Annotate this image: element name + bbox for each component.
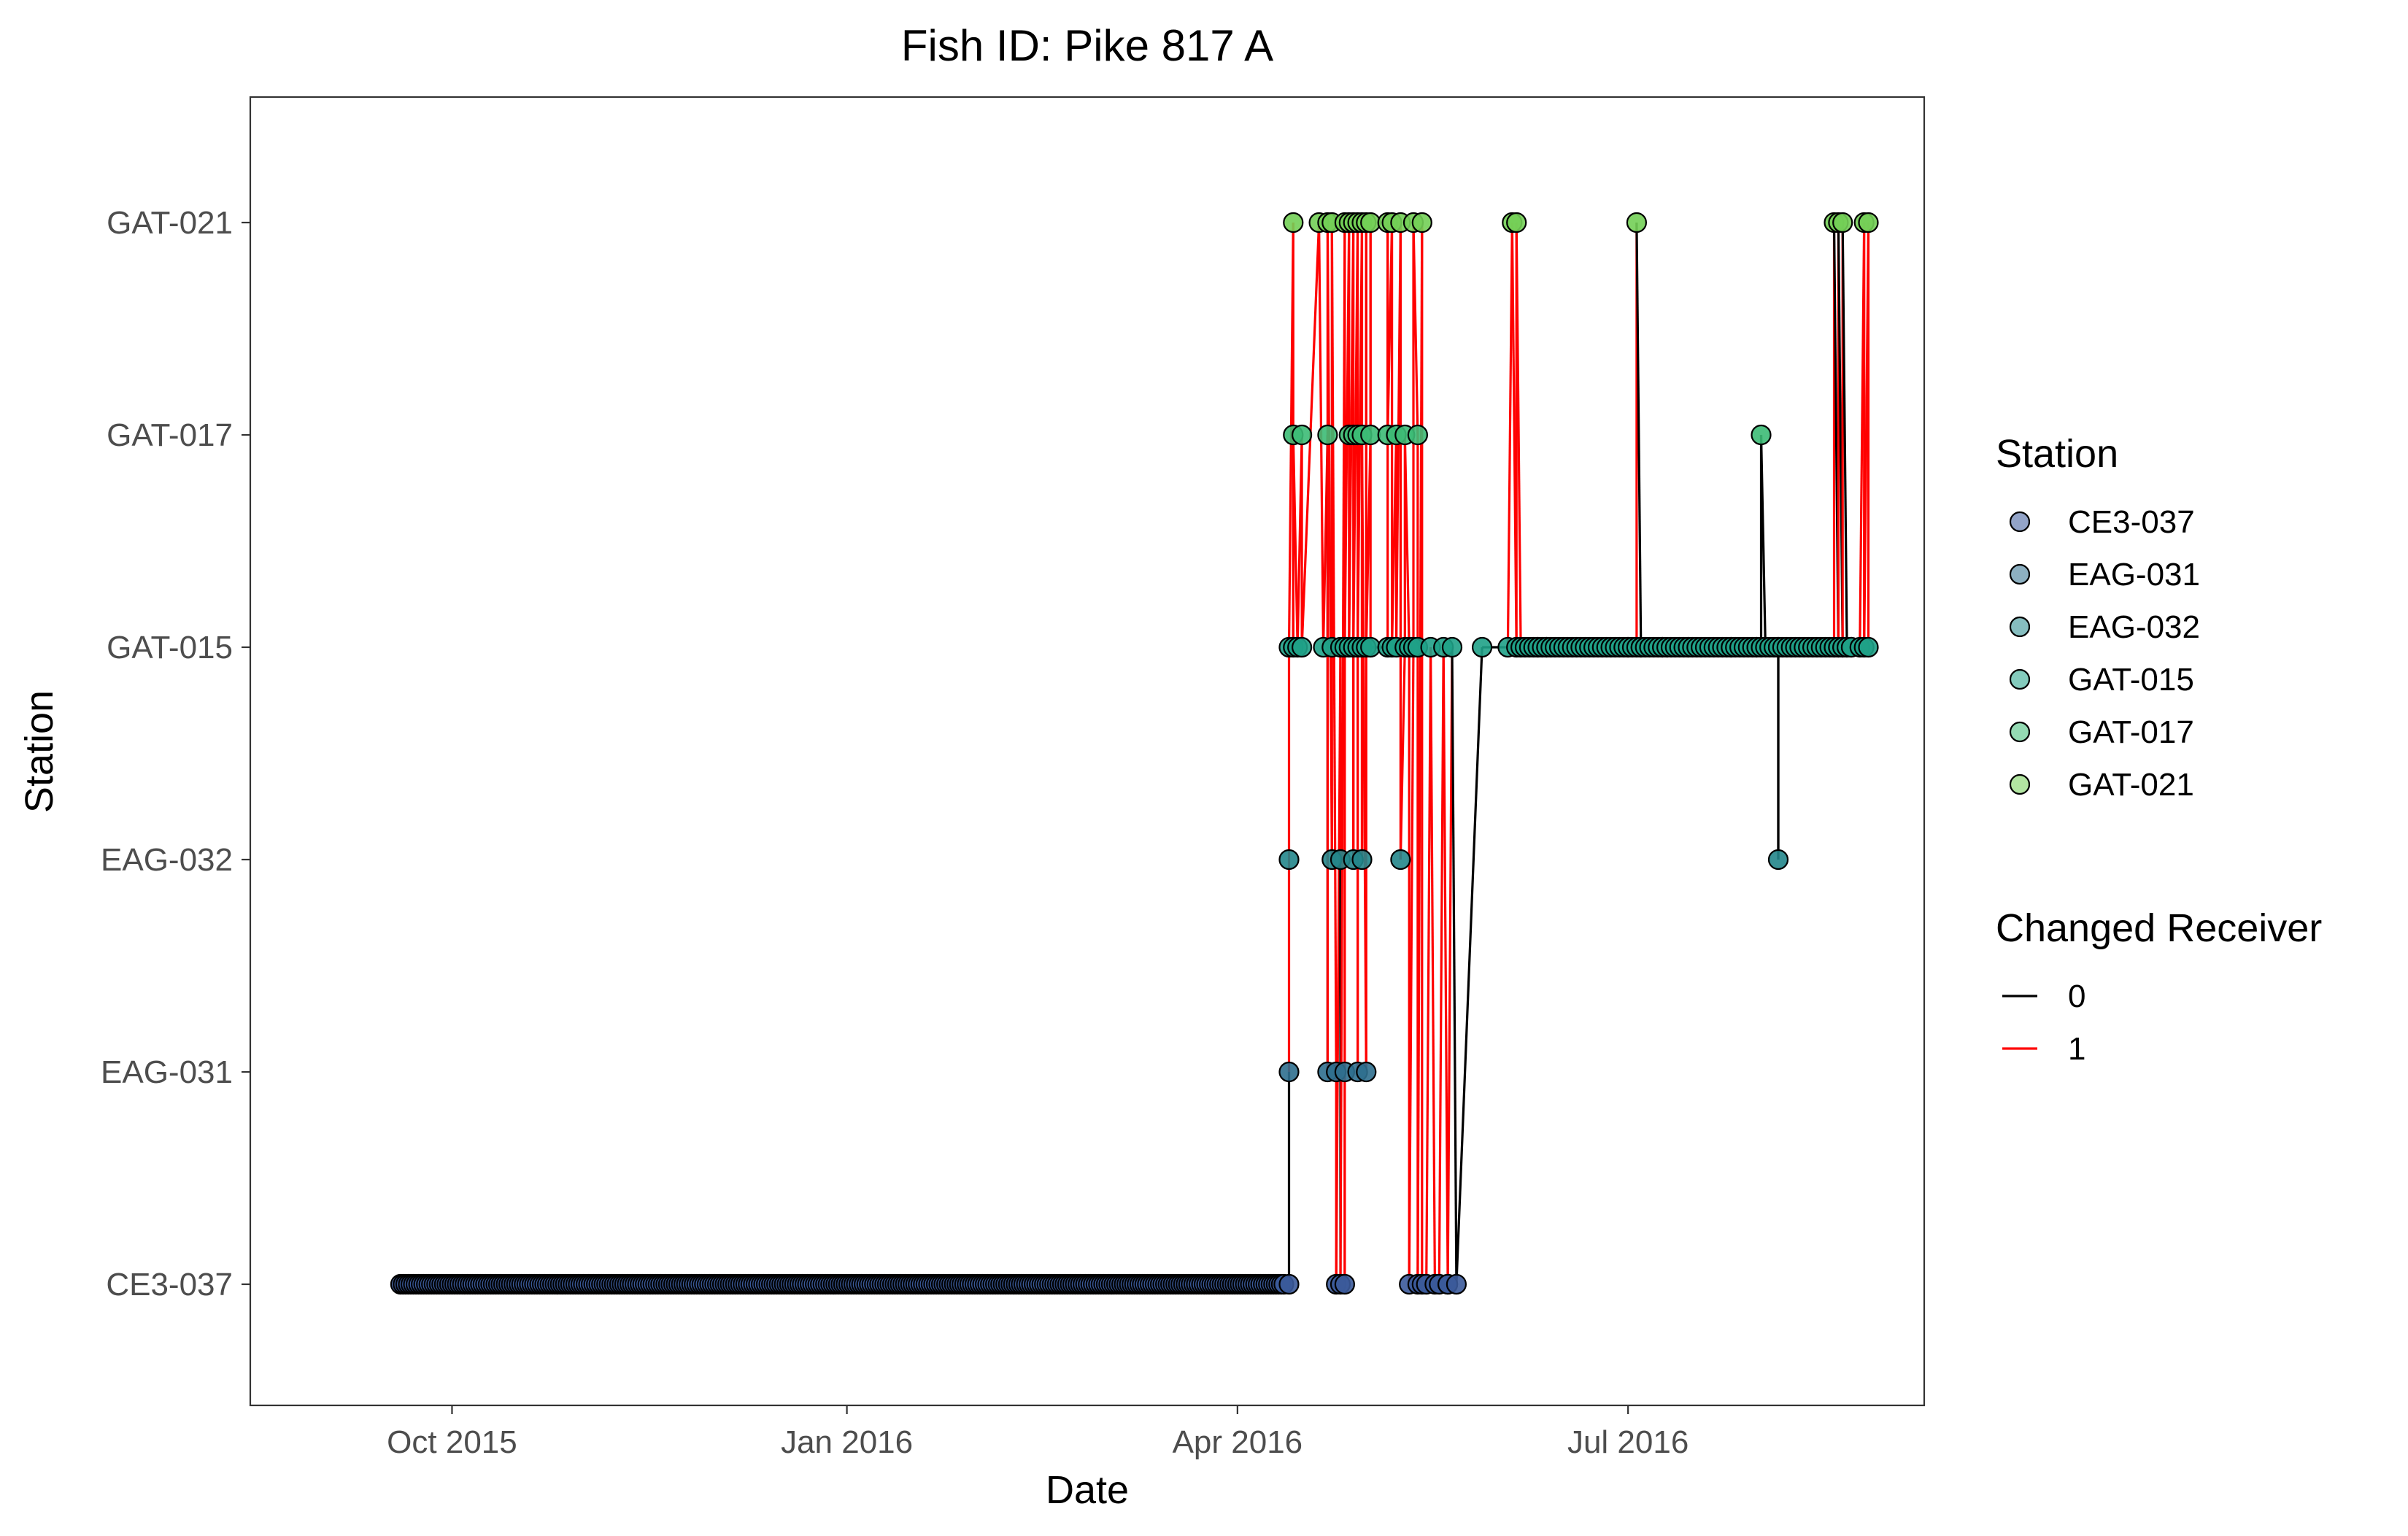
legend-station-label: CE3-037	[2068, 504, 2195, 540]
detection-point	[1291, 636, 1313, 658]
legend-changed-label: 0	[2068, 979, 2085, 1014]
legend-changed-label: 1	[2068, 1031, 2085, 1067]
detection-point	[1278, 849, 1300, 871]
legend-station-key	[2009, 616, 2031, 638]
legend-station-label: GAT-017	[2068, 714, 2194, 750]
path-segment	[1515, 222, 1522, 648]
legend-changed-title: Changed Receiver	[1996, 906, 2322, 950]
detection-point	[1858, 636, 1879, 658]
x-tick-label: Jul 2016	[1567, 1424, 1689, 1460]
legend: Station Changed Receiver CE3-037 EAG-031 E…	[1996, 432, 2322, 1067]
path-segment	[1403, 434, 1411, 648]
legend-station-label: GAT-015	[2068, 662, 2194, 698]
legend-station-label: GAT-021	[2068, 767, 2194, 803]
path-segment	[1759, 434, 1767, 648]
legend-station-key	[2009, 773, 2031, 795]
y-tick-label: EAG-032	[101, 842, 233, 878]
detection-point	[1411, 212, 1432, 234]
legend-station-title: Station	[1996, 432, 2118, 476]
detection-point	[1283, 212, 1304, 234]
path-segment	[1292, 434, 1299, 648]
x-tick-label: Apr 2016	[1173, 1424, 1303, 1460]
path-segment	[1451, 647, 1458, 1285]
y-axis-title: Station	[18, 690, 61, 813]
plot-panel-border	[249, 96, 1926, 1407]
detection-point	[1506, 212, 1527, 234]
path-segment	[1635, 222, 1643, 648]
legend-station-key	[2009, 511, 2031, 533]
x-tick-label: Oct 2015	[387, 1424, 517, 1460]
detection-point	[1767, 849, 1789, 871]
x-axis-title: Date	[1046, 1468, 1129, 1512]
y-tick-label: CE3-037	[106, 1267, 233, 1302]
y-tick-label: GAT-017	[107, 417, 233, 453]
legend-station-key	[2009, 721, 2031, 743]
path-segment	[1446, 647, 1454, 1285]
path-segment	[1399, 647, 1406, 860]
path-segment	[1455, 647, 1483, 1285]
path-segment	[1506, 222, 1513, 648]
detection-point	[1471, 636, 1493, 658]
detection-point	[1291, 424, 1313, 446]
detection-point	[1832, 212, 1853, 234]
y-tick-label: EAG-031	[101, 1054, 233, 1090]
detection-point	[1360, 424, 1381, 446]
detection-points	[390, 212, 1879, 1295]
detection-point	[1390, 849, 1411, 871]
detection-point	[1858, 212, 1879, 234]
legend-station-key	[2009, 563, 2031, 585]
chart-title: Fish ID: Pike 817 A	[901, 21, 1273, 70]
detection-point	[1751, 424, 1772, 446]
detection-point	[1360, 212, 1381, 234]
y-tick-label: GAT-015	[107, 630, 233, 665]
legend-station-label: EAG-032	[2068, 609, 2200, 645]
legend-station-key	[2009, 668, 2031, 690]
path-segment	[1408, 647, 1415, 1285]
detection-point	[1407, 424, 1429, 446]
detection-point	[1626, 212, 1647, 234]
detection-point	[1356, 1061, 1377, 1083]
plot-layer: CE3-037 EAG-031 EAG-032 GAT-015 GAT-017 GAT-0…	[101, 96, 1926, 1460]
y-tick-label: GAT-021	[107, 205, 233, 241]
detection-point	[1317, 424, 1338, 446]
detection-point	[1351, 849, 1373, 871]
detection-point	[1278, 1061, 1300, 1083]
path-segment	[1438, 647, 1445, 1285]
detection-point	[1360, 636, 1381, 658]
path-segment	[1442, 647, 1449, 1285]
path-segment	[1841, 222, 1848, 648]
path-segments	[400, 222, 1870, 1286]
detection-point	[1441, 636, 1463, 658]
x-tick-label: Jan 2016	[781, 1424, 913, 1460]
path-segment	[1412, 222, 1419, 436]
detection-point	[1446, 1273, 1467, 1295]
detection-point	[1334, 1273, 1356, 1295]
path-segment	[1425, 647, 1432, 1285]
legend-station-label: EAG-031	[2068, 557, 2200, 593]
path-segment	[1429, 647, 1436, 1285]
detection-point	[1278, 1273, 1300, 1295]
